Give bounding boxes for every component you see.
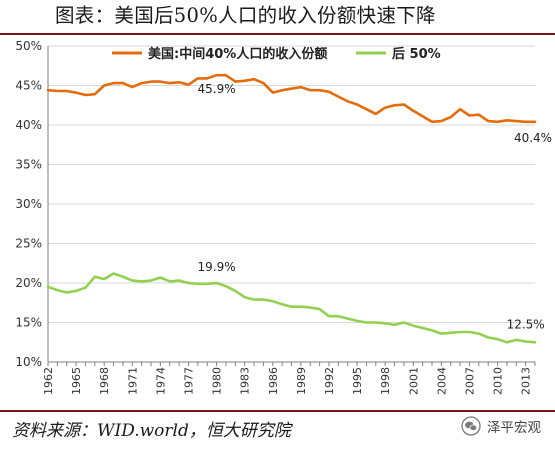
x-tick-label: 1962 — [42, 367, 55, 395]
y-tick-label: 15% — [15, 316, 42, 330]
x-tick-label: 2010 — [492, 367, 505, 395]
y-tick-label: 25% — [15, 237, 42, 251]
x-tick-label: 1995 — [351, 367, 364, 395]
x-tick-label: 2001 — [407, 367, 420, 395]
data-label: 12.5% — [507, 317, 545, 331]
x-tick-label: 1965 — [70, 367, 83, 395]
data-label: 40.4% — [514, 131, 552, 145]
data-label: 45.9% — [198, 82, 236, 96]
source-divider — [0, 410, 555, 412]
x-tick-label: 1977 — [182, 367, 195, 395]
x-tick-label: 1992 — [323, 367, 336, 395]
x-tick-label: 1983 — [239, 367, 252, 395]
series-line-2 — [46, 272, 537, 344]
x-tick-label: 1980 — [211, 367, 224, 395]
legend-label: 美国:中间40%人口的收入份额 — [148, 46, 327, 62]
x-tick-label: 1989 — [295, 367, 308, 395]
x-tick-label: 1968 — [98, 367, 111, 395]
y-tick-label: 40% — [15, 118, 42, 132]
y-tick-label: 35% — [15, 158, 42, 172]
x-tick-label: 1986 — [267, 367, 280, 395]
brand-name: 泽平宏观 — [487, 420, 541, 436]
x-tick-label: 2013 — [520, 367, 533, 395]
y-tick-label: 10% — [15, 355, 42, 369]
x-tick-label: 2007 — [463, 367, 476, 395]
y-tick-label: 30% — [15, 197, 42, 211]
x-tick-label: 2004 — [435, 367, 448, 395]
title-divider — [0, 33, 555, 35]
page-title: 图表：美国后50%人口的收入份额快速下降 — [55, 4, 436, 27]
legend-label: 后 50% — [392, 46, 441, 62]
x-tick-label: 1971 — [126, 367, 139, 395]
brand-watermark: 泽平宏观 — [461, 416, 541, 436]
source-note: 资料来源：WID.world，恒大研究院 — [12, 421, 291, 441]
x-tick-label: 1998 — [379, 367, 392, 395]
y-tick-label: 50% — [15, 39, 42, 53]
y-tick-label: 45% — [15, 79, 42, 93]
series-line-1 — [46, 73, 537, 124]
x-tick-label: 1974 — [154, 367, 167, 395]
wechat-logo-icon — [461, 416, 481, 436]
y-tick-label: 20% — [15, 276, 42, 290]
income-share-chart: 10% 15% 20% 25% 30% 35% 40% 45% 50% 1962 1965 1968 1… — [15, 39, 552, 395]
data-label: 19.9% — [198, 260, 236, 274]
